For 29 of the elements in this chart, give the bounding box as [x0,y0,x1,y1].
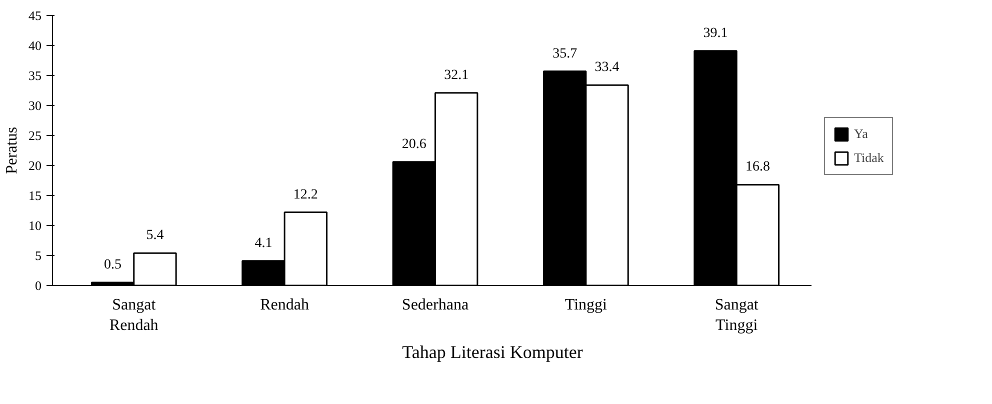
y-tick-label: 0 [35,278,42,293]
y-tick-label: 40 [28,38,42,53]
data-label: 32.1 [444,68,469,83]
y-tick-label: 10 [28,218,42,233]
x-tick-label: Rendah [260,296,309,314]
data-label: 35.7 [552,46,578,62]
y-tick-label: 45 [28,8,42,23]
y-tick-label: 30 [28,98,42,113]
legend-label: Ya [854,126,869,142]
y-tick-label: 25 [28,128,42,143]
y-axis-title: Peratus [4,126,20,174]
x-tick-label: Sangat Tinggi [714,296,759,334]
x-tick-label: Sangat Rendah [109,296,158,334]
x-tick-label: Sederhana [402,296,469,314]
data-label: 20.6 [402,136,426,152]
x-axis-title: Tahap Literasi Komputer [402,342,583,362]
x-tick-label: Tinggi [564,296,608,314]
data-label: 0.5 [104,258,122,272]
data-label: 12.2 [293,187,318,202]
data-label: 16.8 [745,160,770,175]
y-tick-label: 5 [35,248,42,263]
data-label: 39.1 [703,26,728,41]
legend-label: Tidak [854,150,884,166]
y-tick-label: 35 [28,68,42,83]
data-label: 5.4 [146,228,164,244]
y-tick-label: 20 [28,158,42,173]
y-tick-label: 15 [28,188,42,203]
data-label: 33.4 [594,60,620,76]
data-label: 4.1 [254,236,272,251]
